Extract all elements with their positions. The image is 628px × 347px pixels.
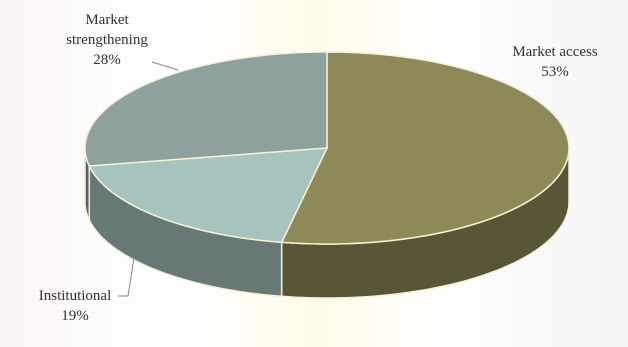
label-name: Market strengthening (66, 12, 148, 48)
leader-line (118, 257, 135, 297)
slice (84, 51, 328, 167)
label-name: Market access (512, 44, 598, 60)
slice (88, 147, 329, 244)
data-label: Market strengthening 28% (52, 10, 162, 70)
label-name: Institutional (38, 288, 112, 304)
slice (280, 51, 570, 245)
data-label: Institutional 19% (0, 286, 150, 326)
label-value: 28% (93, 52, 121, 68)
leader-line (151, 61, 179, 71)
label-value: 53% (541, 64, 569, 80)
pie (84, 51, 570, 299)
label-value: 19% (61, 308, 89, 324)
data-label: Market access 53% (495, 42, 615, 82)
